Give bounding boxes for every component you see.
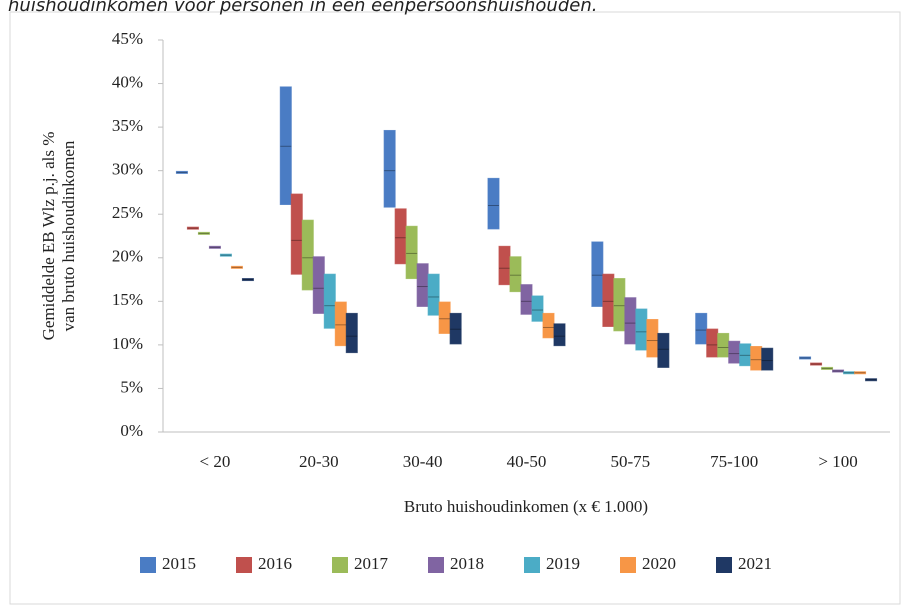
range-bar [186,226,199,230]
range-bar [323,273,336,329]
range-bar [438,301,451,334]
range-bar [750,346,763,371]
range-bar [449,312,462,345]
x-tick-label: > 100 [818,452,857,471]
legend-label: 2017 [354,554,389,573]
legend-label: 2020 [642,554,676,573]
range-bar [761,347,774,371]
range-bar [821,366,834,370]
range-bar [416,263,429,307]
range-bar [865,378,878,382]
y-tick-label: 15% [112,290,143,309]
legend-swatch [236,557,252,573]
legend-label: 2018 [450,554,484,573]
legend-label: 2016 [258,554,292,573]
range-bar [498,245,511,286]
range-bar [334,301,347,347]
y-tick-label: 25% [112,203,143,222]
x-tick-label: 20-30 [299,452,339,471]
range-bar [312,256,325,314]
legend-swatch [524,557,540,573]
range-bar [301,219,314,291]
legend-label: 2015 [162,554,196,573]
range-bar [717,332,730,358]
y-axis-label: Gemiddelde EB Wlz p.j. als % [39,132,58,341]
y-tick-label: 30% [112,160,143,179]
range-bar [646,318,659,358]
y-tick-label: 5% [120,377,143,396]
x-tick-label: 50-75 [611,452,651,471]
range-bar [854,371,867,375]
range-bar [613,278,626,332]
range-bar [542,312,555,339]
range-bar [394,208,407,265]
range-bar [706,328,719,358]
range-bar [345,312,358,354]
range-bar [279,86,292,206]
range-bar [531,295,544,322]
y-tick-label: 40% [112,72,143,91]
range-bar [175,170,188,174]
x-tick-label: 40-50 [507,452,547,471]
range-bar [728,340,741,364]
x-tick-label: < 20 [200,452,231,471]
range-bar [520,284,533,315]
range-bar [635,308,648,351]
range-bar [208,245,221,249]
range-bar [695,312,708,345]
legend-label: 2021 [738,554,772,573]
range-bar [197,231,210,235]
y-tick-label: 10% [112,334,143,353]
range-bar [657,332,670,368]
range-bar [290,193,303,275]
chart-title: huishoudinkomen voor personen in een een… [8,0,597,16]
y-tick-label: 35% [112,116,143,135]
range-bar [487,177,500,230]
x-tick-label: 30-40 [403,452,443,471]
range-bar [602,273,615,327]
range-bar [383,129,396,208]
range-bar [553,323,566,347]
y-tick-label: 45% [112,29,143,48]
x-tick-label: 75-100 [710,452,758,471]
range-bar [405,225,418,280]
range-bar [832,369,845,373]
range-bar [219,253,232,257]
chart-frame [9,11,901,605]
range-bar [624,297,637,345]
x-axis-label: Bruto huishoudinkomen (x € 1.000) [404,497,648,516]
range-bar [230,265,243,269]
legend-swatch [716,557,732,573]
range-bar [810,362,823,366]
legend-swatch [428,557,444,573]
legend-label: 2019 [546,554,580,573]
range-bar [241,278,254,282]
y-tick-label: 0% [120,421,143,440]
legend-swatch [332,557,348,573]
y-tick-label: 20% [112,247,143,266]
range-bar [739,343,752,367]
range-bar [591,241,604,307]
legend-swatch [140,557,156,573]
y-axis-label: van bruto huishoudinkomen [59,140,78,331]
legend-swatch [620,557,636,573]
range-bar [799,356,812,360]
range-bar [427,273,440,316]
range-bar [509,256,522,293]
